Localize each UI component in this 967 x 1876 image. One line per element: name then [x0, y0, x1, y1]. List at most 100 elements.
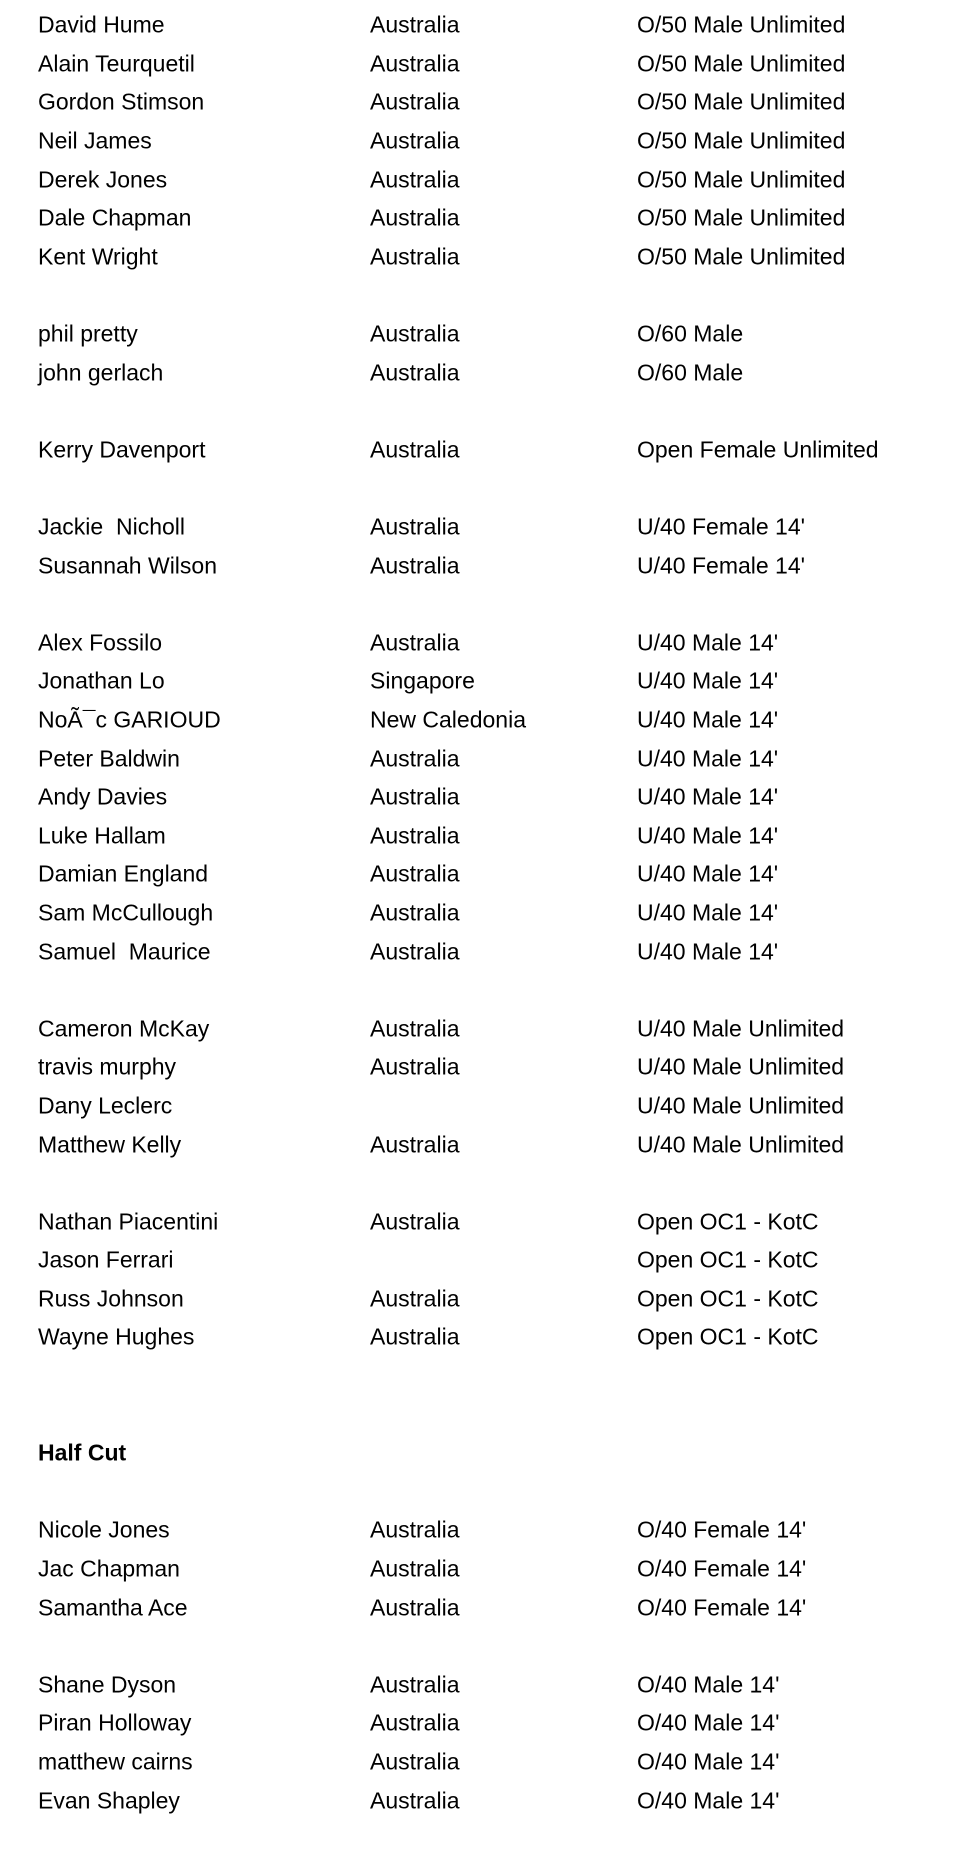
- table-row: David Hume Australia O/50 Male Unlimited: [0, 6, 967, 45]
- country-cell: Australia: [370, 1594, 460, 1621]
- name-cell: Jackie Nicholl: [38, 513, 185, 540]
- table-row: Peter Baldwin Australia U/40 Male 14': [0, 739, 967, 778]
- name-cell: Andy Davies: [38, 783, 168, 810]
- name-cell: Jonathan Lo: [38, 667, 165, 694]
- table-body: David Hume Australia O/50 Male Unlimited Al…: [0, 6, 967, 1820]
- spacer-row: [0, 1164, 967, 1203]
- spacer-row: [0, 1627, 967, 1666]
- table-row: Luke Hallam Australia U/40 Male 14': [0, 816, 967, 855]
- category-cell: U/40 Male 14': [637, 783, 779, 810]
- table-row: Jac Chapman Australia O/40 Female 14': [0, 1550, 967, 1589]
- name-cell: Damian England: [38, 860, 209, 887]
- country-cell: Australia: [370, 243, 460, 270]
- country-cell: Australia: [370, 1285, 460, 1312]
- category-cell: O/50 Male Unlimited: [637, 88, 846, 115]
- category-cell: U/40 Female 14': [637, 513, 806, 540]
- country-cell: Australia: [370, 860, 460, 887]
- table-row: Nathan Piacentini Australia Open OC1 - Kot…: [0, 1202, 967, 1241]
- category-cell: U/40 Male 14': [637, 899, 779, 926]
- table-row: matthew cairns Australia O/40 Male 14': [0, 1743, 967, 1782]
- country-cell: Australia: [370, 629, 460, 656]
- category-cell: Open OC1 - KotC: [637, 1246, 819, 1273]
- table-row: Samantha Ace Australia O/40 Female 14': [0, 1588, 967, 1627]
- table-row: Neil James Australia O/50 Male Unlimited: [0, 122, 967, 161]
- category-cell: O/40 Female 14': [637, 1555, 807, 1582]
- name-cell: Neil James: [38, 127, 152, 154]
- name-cell: Cameron McKay: [38, 1015, 210, 1042]
- country-cell: Australia: [370, 513, 460, 540]
- table-row: john gerlach Australia O/60 Male: [0, 353, 967, 392]
- country-cell: Australia: [370, 127, 460, 154]
- name-cell: Alain Teurquetil: [38, 50, 195, 77]
- country-cell: Australia: [370, 1748, 460, 1775]
- category-cell: O/50 Male Unlimited: [637, 50, 846, 77]
- name-cell: john gerlach: [38, 359, 164, 386]
- name-cell: Evan Shapley: [38, 1787, 180, 1814]
- table-row: Piran Holloway Australia O/40 Male 14': [0, 1704, 967, 1743]
- name-cell: Sam McCullough: [38, 899, 214, 926]
- table-row: Derek Jones Australia O/50 Male Unlimited: [0, 160, 967, 199]
- category-cell: O/50 Male Unlimited: [637, 204, 846, 231]
- category-cell: U/40 Male 14': [637, 860, 779, 887]
- country-cell: Australia: [370, 11, 460, 38]
- name-cell: Dany Leclerc: [38, 1092, 173, 1119]
- spacer-row: [0, 392, 967, 431]
- name-cell: Samantha Ace: [38, 1594, 188, 1621]
- country-cell: Australia: [370, 745, 460, 772]
- spacer-row: [0, 469, 967, 508]
- country-cell: Australia: [370, 1131, 460, 1158]
- name-cell: Kent Wright: [38, 243, 158, 270]
- category-cell: O/40 Male 14': [637, 1748, 780, 1775]
- category-cell: Open Female Unlimited: [637, 436, 879, 463]
- name-cell: David Hume: [38, 11, 165, 38]
- name-cell: Nathan Piacentini: [38, 1208, 219, 1235]
- category-cell: O/40 Male 14': [637, 1671, 780, 1698]
- category-cell: O/60 Male: [637, 359, 744, 386]
- table-row: Jonathan Lo Singapore U/40 Male 14': [0, 662, 967, 701]
- category-cell: O/50 Male Unlimited: [637, 127, 846, 154]
- name-cell: Kerry Davenport: [38, 436, 206, 463]
- name-cell: matthew cairns: [38, 1748, 193, 1775]
- country-cell: New Caledonia: [370, 706, 526, 733]
- table-row: Damian England Australia U/40 Male 14': [0, 855, 967, 894]
- spacer-row: [0, 276, 967, 315]
- category-cell: Open OC1 - KotC: [637, 1208, 819, 1235]
- category-cell: U/40 Male Unlimited: [637, 1015, 845, 1042]
- spacer-row: [0, 1357, 967, 1396]
- category-cell: O/40 Female 14': [637, 1594, 807, 1621]
- category-cell: U/40 Male 14': [637, 667, 779, 694]
- spacer-row: [0, 1473, 967, 1512]
- country-cell: Australia: [370, 1208, 460, 1235]
- category-cell: O/50 Male Unlimited: [637, 11, 846, 38]
- country-cell: Australia: [370, 436, 460, 463]
- name-cell: Nicole Jones: [38, 1516, 170, 1543]
- spacer-row: [0, 971, 967, 1010]
- name-cell: NoÃ¯c GARIOUD: [38, 706, 221, 733]
- country-cell: Australia: [370, 320, 460, 347]
- table-row: travis murphy Australia U/40 Male Unlimite…: [0, 1048, 967, 1087]
- country-cell: Australia: [370, 783, 460, 810]
- country-cell: Australia: [370, 1671, 460, 1698]
- table-row: Gordon Stimson Australia O/50 Male Unlimit…: [0, 83, 967, 122]
- category-cell: O/60 Male: [637, 320, 744, 347]
- country-cell: Australia: [370, 1516, 460, 1543]
- spacer-row: [0, 585, 967, 624]
- name-cell: Matthew Kelly: [38, 1131, 182, 1158]
- name-cell: Wayne Hughes: [38, 1323, 195, 1350]
- category-cell: O/40 Female 14': [637, 1516, 807, 1543]
- name-cell: Jac Chapman: [38, 1555, 180, 1582]
- country-cell: Australia: [370, 50, 460, 77]
- table-row: Samuel Maurice Australia U/40 Male 14': [0, 932, 967, 971]
- category-cell: U/40 Male 14': [637, 629, 779, 656]
- country-cell: Australia: [370, 204, 460, 231]
- country-cell: Australia: [370, 899, 460, 926]
- category-cell: O/40 Male 14': [637, 1709, 780, 1736]
- table-row: Cameron McKay Australia U/40 Male Unlimite…: [0, 1009, 967, 1048]
- name-cell: phil pretty: [38, 320, 138, 347]
- table-row: Jackie Nicholl Australia U/40 Female 14': [0, 508, 967, 547]
- name-cell: Dale Chapman: [38, 204, 192, 231]
- category-cell: O/40 Male 14': [637, 1787, 780, 1814]
- table-row: NoÃ¯c GARIOUD New Caledonia U/40 Male 14': [0, 701, 967, 740]
- name-cell: Shane Dyson: [38, 1671, 177, 1698]
- country-cell: Australia: [370, 1555, 460, 1582]
